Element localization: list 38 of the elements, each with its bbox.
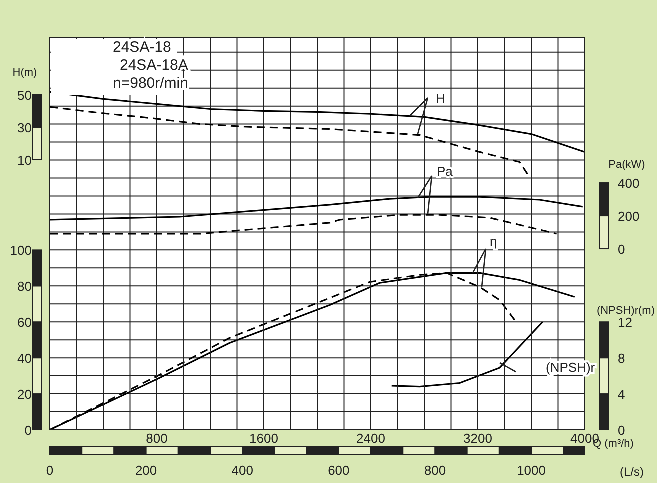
y2-tick-label: 200 <box>618 209 640 224</box>
x2-tick-label: 600 <box>328 463 350 478</box>
line-series <box>50 214 558 235</box>
x-tick-label: 3200 <box>464 431 492 446</box>
annotation: 24SA-18 <box>113 39 172 56</box>
line-series <box>50 91 585 153</box>
y-tick-label: 40 <box>18 351 32 366</box>
y-tick-label: 30 <box>18 120 32 136</box>
x2-tick-label: 800 <box>424 463 446 478</box>
y-tick-label: 20 <box>18 387 32 402</box>
y2-tick-label: 12 <box>618 315 632 330</box>
x2-axis-title: (L/s) <box>620 465 644 479</box>
x-tick-label: 1600 <box>250 431 278 446</box>
y-tick-label: 80 <box>18 279 32 294</box>
y-axis-title: H(m) <box>12 67 38 79</box>
y-tick-label: 60 <box>18 315 32 330</box>
x2-tick-label: 400 <box>232 463 254 478</box>
y-tick-label: 50 <box>18 88 32 103</box>
y2-tick-label: 0 <box>618 242 626 258</box>
x2-tick-label: 1000 <box>517 463 546 478</box>
x-tick-label: 2400 <box>356 431 386 446</box>
y2-axis-title: Pa(kW) <box>608 159 646 171</box>
x2-tick-label: 0 <box>46 463 54 478</box>
y2-tick-label: 4 <box>618 387 626 402</box>
annotation: η <box>490 234 498 249</box>
x-tick-label: 800 <box>146 431 168 446</box>
y2-tick-label: 8 <box>618 351 626 366</box>
line-series <box>50 106 529 176</box>
y2-axis-title: (NPSH)r(m) <box>596 305 655 317</box>
y2-tick-label: 400 <box>618 176 640 192</box>
y-tick-label: 0 <box>24 423 32 438</box>
y-tick-label: 100 <box>10 243 32 258</box>
annotation: H <box>436 91 446 106</box>
y-tick-label: 10 <box>18 152 32 168</box>
line-series <box>391 321 544 388</box>
line-series <box>50 196 584 221</box>
x2-tick-label: 200 <box>135 463 158 478</box>
y2-tick-label: 0 <box>618 423 626 438</box>
